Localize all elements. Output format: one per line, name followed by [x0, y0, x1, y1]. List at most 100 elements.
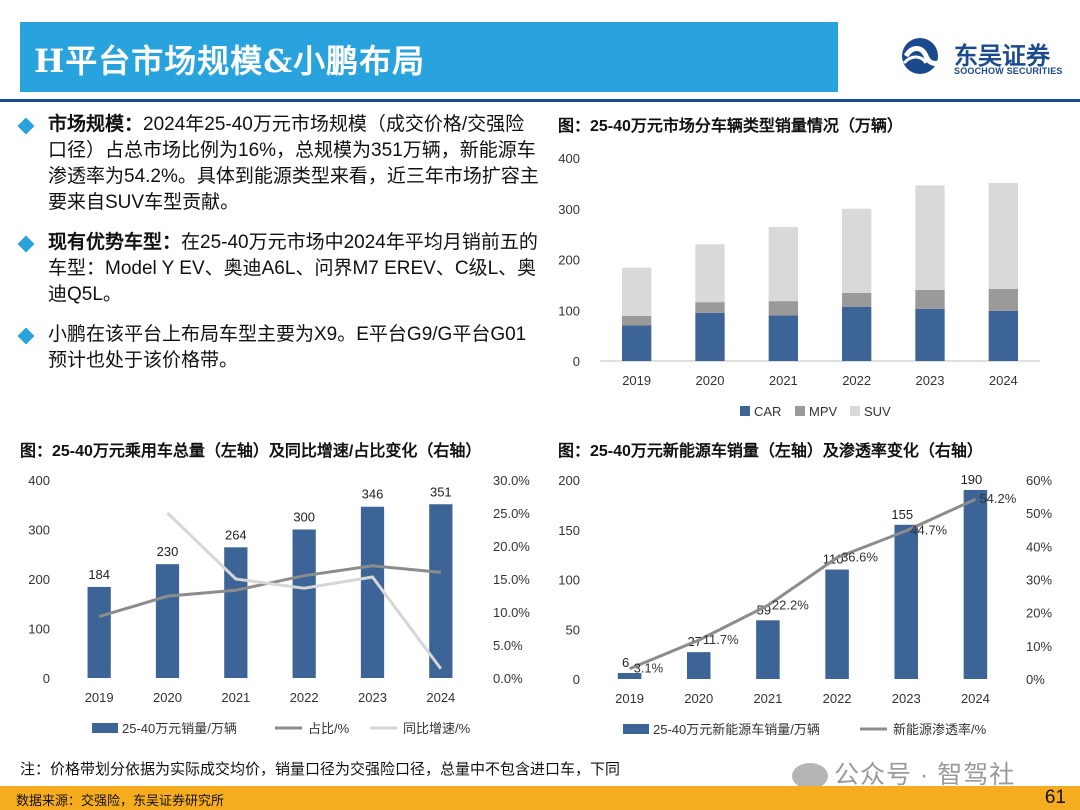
bullet-text: 小鹏在该平台上布局车型主要为X9。E平台G9/G平台G01预计也处于该价格带。 — [48, 324, 527, 371]
x-tick-label: 2021 — [221, 690, 250, 705]
chart-nev-penetration: 0501001502000%10%20%30%40%50%60%62019272… — [558, 472, 1052, 737]
data-label: 230 — [157, 544, 179, 559]
bar-suv-2022 — [842, 208, 872, 293]
x-tick-label: 2019 — [615, 691, 644, 706]
legend-label: 占比/% — [308, 721, 350, 736]
y-tick-label: 300 — [28, 523, 50, 538]
data-label: 155 — [891, 507, 913, 522]
line-penetration — [629, 497, 977, 671]
company-logo: 东吴证券 SOOCHOW SECURITIES — [900, 36, 1065, 80]
x-tick-label: 2024 — [961, 691, 990, 706]
y-tick-label: 400 — [28, 473, 50, 488]
diamond-bullet-icon — [17, 117, 35, 135]
watermark-text: 公众号 · 智驾社 — [834, 761, 1016, 789]
bar-nev-2021 — [756, 620, 780, 679]
legend-swatch-sales — [92, 723, 118, 733]
bar-suv-2024 — [988, 182, 1018, 289]
legend-label: 25-40万元新能源车销量/万辆 — [653, 722, 820, 737]
penetration-label: 3.1% — [634, 661, 664, 676]
x-tick-label: 2022 — [290, 690, 319, 705]
legend-label: 新能源渗透率/% — [893, 722, 987, 737]
footer-bar: 数据来源：交强险，东吴证券研究所 61 — [0, 786, 1080, 810]
y-tick-label: 0 — [573, 354, 580, 369]
bar-mpv-2022 — [842, 292, 872, 307]
y-tick-label: 150 — [558, 523, 580, 538]
chart1-caption: 图：25-40万元市场分车辆类型销量情况（万辆） — [558, 118, 903, 135]
y-tick-label: 100 — [558, 303, 580, 318]
y2-tick-label: 5.0% — [493, 638, 523, 653]
bar-total-2020 — [155, 564, 180, 678]
bar-nev-2019 — [617, 673, 642, 679]
y2-tick-label: 0.0% — [493, 671, 523, 686]
bullet-heading: 市场规模： — [48, 114, 144, 135]
x-tick-label: 2023 — [358, 690, 387, 705]
data-label: 351 — [430, 484, 452, 499]
bar-car-2021 — [768, 315, 798, 361]
bullet-list: 市场规模：2024年25-40万元市场规模（成交价格/交强险口径）占总市场比例为… — [14, 112, 539, 388]
watermark: 公众号 · 智驾社 — [792, 755, 1015, 791]
bar-nev-2022 — [825, 569, 849, 679]
chart-vehicle-type-sales: 0 100 200 300 400 2019 2020 2021 2022 2023 2024 CAR… — [558, 151, 1040, 419]
logo-name-en: SOOCHOW SECURITIES — [954, 66, 1063, 76]
bar-car-2022 — [842, 306, 872, 361]
bar-total-2024 — [429, 504, 453, 678]
y-tick-label: 200 — [558, 253, 580, 268]
bar-suv-2021 — [768, 227, 798, 302]
header-divider — [0, 99, 1080, 102]
legend-label: MPV — [809, 404, 838, 419]
bar-nev-2024 — [963, 489, 988, 679]
x-tick-label: 2021 — [769, 373, 798, 388]
data-label: 190 — [961, 472, 983, 487]
line-yoy-growth — [166, 511, 443, 670]
y-tick-label: 0 — [573, 672, 580, 687]
legend-swatch-nev — [623, 724, 649, 734]
y2-tick-label: 0% — [1026, 672, 1045, 687]
data-label: 300 — [293, 510, 315, 525]
penetration-label: 36.6% — [841, 550, 878, 565]
y2-tick-label: 10.0% — [493, 605, 530, 620]
y2-tick-label: 15.0% — [493, 572, 530, 587]
x-tick-label: 2023 — [916, 373, 945, 388]
bar-mpv-2024 — [988, 288, 1018, 311]
x-tick-label: 2024 — [426, 690, 455, 705]
line-share — [98, 564, 441, 619]
bar-nev-2023 — [894, 524, 919, 679]
diamond-bullet-icon — [17, 235, 35, 253]
bar-total-2023 — [360, 506, 385, 678]
chart3-caption: 图：25-40万元新能源车销量（左轴）及渗透率变化（右轴） — [558, 443, 983, 460]
penetration-label: 22.2% — [772, 597, 809, 612]
y-tick-label: 100 — [558, 573, 580, 588]
data-label: 264 — [225, 527, 247, 542]
legend-swatch-car — [740, 406, 750, 416]
y-tick-label: 50 — [566, 622, 580, 637]
x-tick-label: 2021 — [753, 691, 782, 706]
bar-car-2023 — [915, 308, 945, 361]
x-tick-label: 2020 — [153, 690, 182, 705]
legend-label: CAR — [754, 404, 781, 419]
y2-tick-label: 20% — [1026, 606, 1052, 621]
bar-suv-2020 — [695, 244, 725, 303]
data-label: 6 — [622, 655, 629, 670]
legend-swatch-mpv — [795, 406, 805, 416]
diamond-bullet-icon — [17, 327, 35, 345]
y2-tick-label: 30.0% — [493, 473, 530, 488]
y-tick-label: 200 — [558, 473, 580, 488]
x-tick-label: 2022 — [842, 373, 871, 388]
bar-mpv-2019 — [622, 315, 652, 326]
title-bar: H平台市场规模&小鹏布局 — [20, 22, 838, 92]
bar-suv-2023 — [915, 185, 945, 290]
penetration-label: 11.7% — [703, 632, 739, 647]
chart2-caption: 图：25-40万元乘用车总量（左轴）及同比增速/占比变化（右轴） — [20, 443, 482, 460]
data-label: 184 — [88, 567, 110, 582]
x-tick-label: 2019 — [85, 690, 114, 705]
penetration-label: 54.2% — [979, 491, 1016, 506]
footnote: 注：价格带划分依据为实际成交均价，销量口径为交强险口径，总量中不包含进口车，下同 — [20, 761, 621, 778]
logo-name-cn: 东吴证券 — [954, 42, 1050, 70]
data-source: 数据来源：交强险，东吴证券研究所 — [16, 793, 225, 808]
y2-tick-label: 20.0% — [493, 539, 530, 554]
x-tick-label: 2024 — [989, 373, 1018, 388]
bar-car-2020 — [695, 312, 725, 361]
chart-total-sales-share: 0 100 200 300 400 0.0% 5.0% 10.0% 15.0% 20.0% 25.0… — [28, 473, 530, 736]
x-tick-label: 2019 — [622, 373, 651, 388]
bullet-text: 2024年25-40万元市场规模（成交价格/交强险口径）占总市场比例为16%，总… — [48, 114, 539, 213]
